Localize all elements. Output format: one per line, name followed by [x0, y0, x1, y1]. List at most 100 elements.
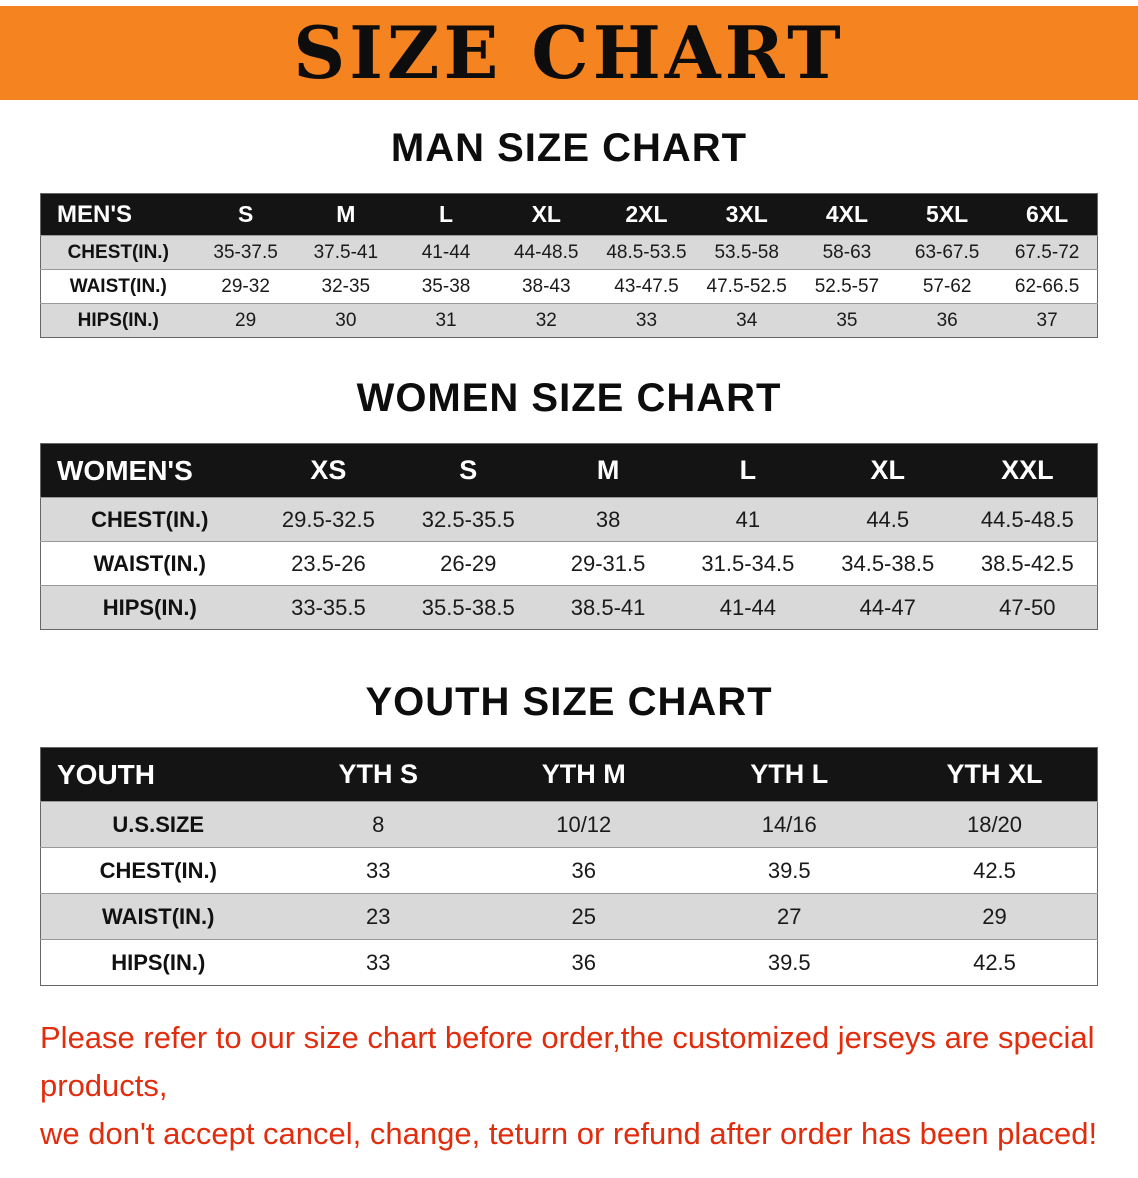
women-size-section: WOMEN SIZE CHART WOMEN'S XS S M L XL XXL CHEST(… — [0, 376, 1138, 630]
data-cell: 44-48.5 — [514, 241, 579, 263]
row-label: CHEST(IN.) — [99, 857, 217, 883]
data-cell: 48.5-53.5 — [606, 241, 687, 263]
page-title: SIZE CHART — [293, 10, 845, 95]
table-header-row: MEN'S S M L XL 2XL 3XL 4XL 5XL 6XL — [40, 193, 1098, 236]
size-header-cell: XXL — [957, 443, 1098, 498]
data-cell: 35 — [836, 309, 858, 331]
data-cell: 35-38 — [421, 275, 471, 297]
data-cell: 36 — [571, 857, 596, 883]
data-cell: 62-66.5 — [1014, 275, 1080, 297]
data-cell: 35.5-38.5 — [421, 594, 515, 620]
data-cell: 38.5-42.5 — [980, 550, 1074, 576]
data-cell: 18/20 — [966, 811, 1023, 837]
table-title-cell: MEN'S — [40, 193, 196, 236]
data-cell: 10/12 — [556, 811, 612, 837]
row-label: WAIST(IN.) — [102, 903, 215, 929]
data-cell: 29 — [982, 903, 1007, 929]
disclaimer: Please refer to our size chart before or… — [40, 1014, 1098, 1158]
table-header-row: WOMEN'S XS S M L XL XXL — [40, 443, 1098, 498]
data-cell: 52.5-57 — [814, 275, 880, 297]
men-size-section: MAN SIZE CHART MEN'S S M L XL 2XL 3XL 4XL 5XL 6XL… — [0, 126, 1138, 338]
banner: SIZE CHART — [0, 6, 1138, 100]
data-cell: 41 — [735, 506, 761, 532]
table-row: CHEST(IN.) 35-37.5 37.5-41 41-44 44-48.5 48.5… — [40, 235, 1098, 270]
data-cell: 30 — [335, 309, 357, 331]
data-cell: 32 — [535, 309, 557, 331]
data-cell: 23.5-26 — [291, 550, 366, 576]
data-cell: 38 — [595, 506, 621, 532]
women-section-heading: WOMEN SIZE CHART — [356, 376, 782, 420]
data-cell: 43-47.5 — [614, 275, 679, 297]
row-label: CHEST(IN.) — [91, 506, 209, 532]
data-cell: 44-47 — [859, 594, 916, 620]
data-cell: 38.5-41 — [570, 594, 646, 620]
data-cell: 37 — [1036, 309, 1058, 331]
data-cell: 31 — [435, 309, 457, 331]
data-cell: 32.5-35.5 — [421, 506, 515, 532]
size-header-cell: YTH XL — [892, 747, 1098, 802]
data-cell: 39.5 — [767, 857, 811, 883]
size-header-cell: M — [538, 443, 678, 498]
data-cell: 23 — [366, 903, 391, 929]
data-cell: 31.5-34.5 — [701, 550, 795, 576]
table-row: HIPS(IN.) 33-35.5 35.5-38.5 38.5-41 41-44 44-… — [40, 585, 1098, 630]
size-header-cell: 2XL — [596, 193, 697, 236]
size-header-cell: XL — [817, 443, 958, 498]
table-row: CHEST(IN.) 29.5-32.5 32.5-35.5 38 41 44.5 44.5… — [40, 497, 1098, 542]
data-cell: 14/16 — [761, 811, 817, 837]
data-cell: 29.5-32.5 — [281, 506, 375, 532]
data-cell: 35-37.5 — [213, 241, 278, 263]
data-cell: 36 — [936, 309, 958, 331]
size-header-cell: S — [195, 193, 296, 236]
data-cell: 58-63 — [822, 241, 872, 263]
table-row: CHEST(IN.) 33 36 39.5 42.5 — [40, 847, 1098, 894]
table-header-row: YOUTH YTH S YTH M YTH L YTH XL — [40, 747, 1098, 802]
data-cell: 36 — [571, 949, 596, 975]
data-cell: 34.5-38.5 — [841, 550, 935, 576]
size-chart-page: SIZE CHART MAN SIZE CHART MEN'S S M L XL 2XL 3… — [0, 6, 1138, 1158]
row-label: WAIST(IN.) — [93, 550, 206, 576]
table-row: U.S.SIZE 8 10/12 14/16 18/20 — [40, 801, 1098, 848]
table-title-cell: YOUTH — [40, 747, 276, 802]
data-cell: 8 — [372, 811, 385, 837]
data-cell: 25 — [571, 903, 596, 929]
data-cell: 33 — [366, 857, 391, 883]
data-cell: 67.5-72 — [1014, 241, 1080, 263]
youth-size-table: YOUTH YTH S YTH M YTH L YTH XL U.S.SIZE 8 10/12… — [40, 747, 1098, 986]
size-header-cell: L — [677, 443, 818, 498]
youth-section-heading: YOUTH SIZE CHART — [365, 680, 773, 724]
men-section-heading: MAN SIZE CHART — [390, 126, 748, 170]
data-cell: 53.5-58 — [714, 241, 779, 263]
data-cell: 44.5 — [866, 506, 910, 532]
size-header-cell: 6XL — [997, 193, 1098, 236]
row-label: HIPS(IN.) — [111, 949, 206, 975]
size-header-cell: YTH M — [481, 747, 687, 802]
data-cell: 42.5 — [973, 949, 1016, 975]
row-label: WAIST(IN.) — [69, 275, 167, 297]
data-cell: 39.5 — [767, 949, 811, 975]
size-header-cell: S — [398, 443, 539, 498]
data-cell: 33 — [635, 309, 658, 331]
data-cell: 33 — [366, 949, 391, 975]
table-row: WAIST(IN.) 23 25 27 29 — [40, 893, 1098, 940]
disclaimer-line: we don't accept cancel, change, teturn o… — [40, 1116, 1098, 1152]
data-cell: 42.5 — [973, 857, 1016, 883]
data-cell: 47.5-52.5 — [706, 275, 787, 297]
data-cell: 29 — [235, 309, 257, 331]
data-cell: 57-62 — [922, 275, 972, 297]
size-header-cell: 4XL — [796, 193, 898, 236]
data-cell: 34 — [736, 309, 758, 331]
table-row: HIPS(IN.) 33 36 39.5 42.5 — [40, 939, 1098, 986]
row-label: U.S.SIZE — [112, 811, 205, 837]
table-row: WAIST(IN.) 29-32 32-35 35-38 38-43 43-47.5 47.… — [40, 269, 1098, 304]
data-cell: 26-29 — [440, 550, 497, 576]
size-header-cell: XS — [258, 443, 399, 498]
row-label: HIPS(IN.) — [102, 594, 197, 620]
data-cell: 47-50 — [999, 594, 1056, 620]
data-cell: 44.5-48.5 — [980, 506, 1074, 532]
youth-size-section: YOUTH SIZE CHART YOUTH YTH S YTH M YTH L YTH… — [0, 680, 1138, 986]
data-cell: 38-43 — [521, 275, 571, 297]
size-header-cell: 5XL — [897, 193, 998, 236]
men-size-table: MEN'S S M L XL 2XL 3XL 4XL 5XL 6XL CHEST(IN.) 35-37… — [40, 193, 1098, 338]
size-header-cell: L — [395, 193, 497, 236]
